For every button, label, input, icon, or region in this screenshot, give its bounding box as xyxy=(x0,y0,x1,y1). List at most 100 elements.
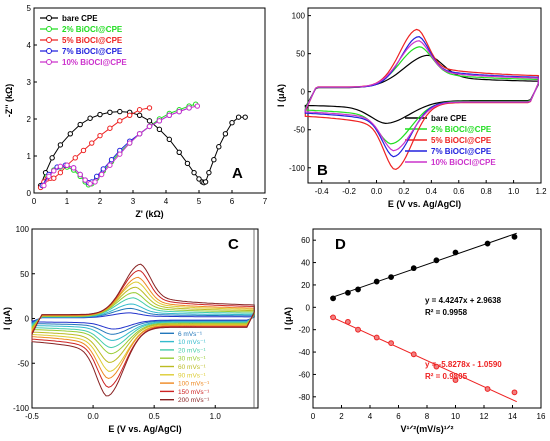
x-tick-label: 6 xyxy=(230,197,235,206)
x-tick-label: 0.4 xyxy=(426,187,438,196)
data-point xyxy=(100,166,107,172)
y-tick-label: 60 xyxy=(301,236,310,245)
series-line-3 xyxy=(41,107,190,186)
x-tick-label: 3 xyxy=(131,197,136,206)
data-point xyxy=(64,162,70,168)
data-point xyxy=(484,240,491,247)
series-line-0 xyxy=(40,111,246,186)
legend-label: 7% BiOCl@CPE xyxy=(62,47,123,56)
x-tick-label: 1 xyxy=(65,197,70,206)
y-tick-label: 50 xyxy=(20,270,29,279)
y-tick-label: 4 xyxy=(27,41,32,50)
data-point xyxy=(176,108,182,115)
data-point xyxy=(51,175,57,181)
data-point xyxy=(194,103,201,109)
y-tick-label: -100 xyxy=(13,404,30,413)
legend-label: 2% BiOCl@CPE xyxy=(431,125,492,134)
data-point xyxy=(57,163,64,170)
y-tick-label: 3 xyxy=(27,78,32,87)
x-axis-label: E (V vs. Ag/AgCl) xyxy=(388,199,461,209)
legend-marker xyxy=(46,59,52,65)
legend-label: 30 mVs⁻¹ xyxy=(178,356,206,363)
data-point xyxy=(41,182,47,189)
data-point xyxy=(127,140,133,146)
data-point xyxy=(87,115,93,121)
data-point xyxy=(77,121,83,128)
y-tick-label: 0 xyxy=(301,88,306,97)
equation-anodic: y = 4.4247x + 2.9638 xyxy=(425,296,502,305)
y-axis-label: -Z'' (kΩ) xyxy=(4,84,14,118)
legend-marker xyxy=(46,15,52,21)
legend-label: 150 mVs⁻¹ xyxy=(178,389,210,396)
data-point xyxy=(452,249,459,256)
legend-label: 200 mVs⁻¹ xyxy=(178,397,210,404)
y-tick-label: 0 xyxy=(25,315,30,324)
legend-label: 7% BiOCl@CPE xyxy=(431,147,492,156)
cv-curve-3 xyxy=(304,35,539,158)
data-point xyxy=(94,173,100,180)
x-tick-label: -0.2 xyxy=(342,187,356,196)
data-point xyxy=(166,112,173,119)
plot-frame xyxy=(31,228,259,409)
data-point xyxy=(216,144,222,150)
cv-curve-0 xyxy=(304,54,539,125)
legend-label: 2% BiOCl@CPE xyxy=(62,25,123,34)
legend-label: 90 mVs⁻¹ xyxy=(178,372,206,379)
legend-label: 20 mVs⁻¹ xyxy=(178,347,206,354)
data-point xyxy=(70,165,77,171)
data-point xyxy=(191,169,197,176)
x-tick-label: 7 xyxy=(263,197,268,206)
panel-c-cv-scan-rates: -0.5 0.0 0.5 1.0 -100 -50 0 50 100 E (V vs. Ag/Ag… xyxy=(2,225,259,434)
data-point xyxy=(156,118,163,124)
y-axis-label: I (μA) xyxy=(2,307,12,330)
data-point xyxy=(57,169,64,176)
x-tick-label: 10 xyxy=(451,412,460,421)
x-tick-label: 0.5 xyxy=(149,412,161,421)
data-point xyxy=(92,179,98,185)
y-tick-label: -100 xyxy=(289,164,306,173)
x-tick-label: 4 xyxy=(164,197,169,206)
data-point xyxy=(388,274,394,281)
x-tick-label: 1.2 xyxy=(535,187,547,196)
x-tick-label: 0.0 xyxy=(88,412,100,421)
data-point xyxy=(80,147,87,154)
y-tick-label: 0 xyxy=(27,189,32,198)
x-axis-label: V¹ᐟ²(mV/s)¹ᐟ² xyxy=(400,424,453,434)
data-point xyxy=(146,105,153,111)
data-point xyxy=(242,114,248,120)
data-point xyxy=(373,334,380,341)
y-axis-label: I (μA) xyxy=(276,84,286,107)
x-tick-label: 0 xyxy=(311,412,316,421)
x-axis-label: Z' (kΩ) xyxy=(135,209,163,219)
y-tick-label: -50 xyxy=(293,126,305,135)
y-tick-label: 0 xyxy=(306,303,311,312)
y-tick-label: -50 xyxy=(17,359,29,368)
data-point xyxy=(345,318,351,325)
r2-cathodic: R² = 0.9805 xyxy=(425,372,468,381)
r2-anodic: R² = 0.9958 xyxy=(425,308,468,317)
legend-label: 6 mVs⁻¹ xyxy=(178,331,203,338)
cv-curve-2 xyxy=(304,28,539,171)
data-point xyxy=(196,176,202,182)
data-point xyxy=(202,179,209,185)
data-point xyxy=(108,157,115,163)
data-point xyxy=(107,109,113,116)
data-point xyxy=(511,389,518,396)
data-point xyxy=(82,177,88,183)
legend-label: bare CPE xyxy=(62,14,98,23)
series-line-1 xyxy=(41,103,196,186)
panel-b-cv-comparison: -0.4 -0.2 0.0 0.2 0.4 0.6 0.8 1.0 1.2 -100 -50 0 50 1… xyxy=(276,7,547,209)
data-point xyxy=(388,340,394,347)
panel-letter: C xyxy=(228,236,239,253)
y-tick-label: -80 xyxy=(298,393,310,402)
legend-marker xyxy=(46,26,52,32)
data-point xyxy=(222,131,229,137)
data-point xyxy=(146,118,153,124)
data-point xyxy=(355,326,361,333)
legend-label: 60 mVs⁻¹ xyxy=(178,364,206,371)
data-point xyxy=(211,157,217,163)
legend-marker xyxy=(46,37,52,43)
x-tick-label: 6 xyxy=(396,412,401,421)
plot-frame xyxy=(312,228,542,409)
data-point xyxy=(51,168,57,174)
